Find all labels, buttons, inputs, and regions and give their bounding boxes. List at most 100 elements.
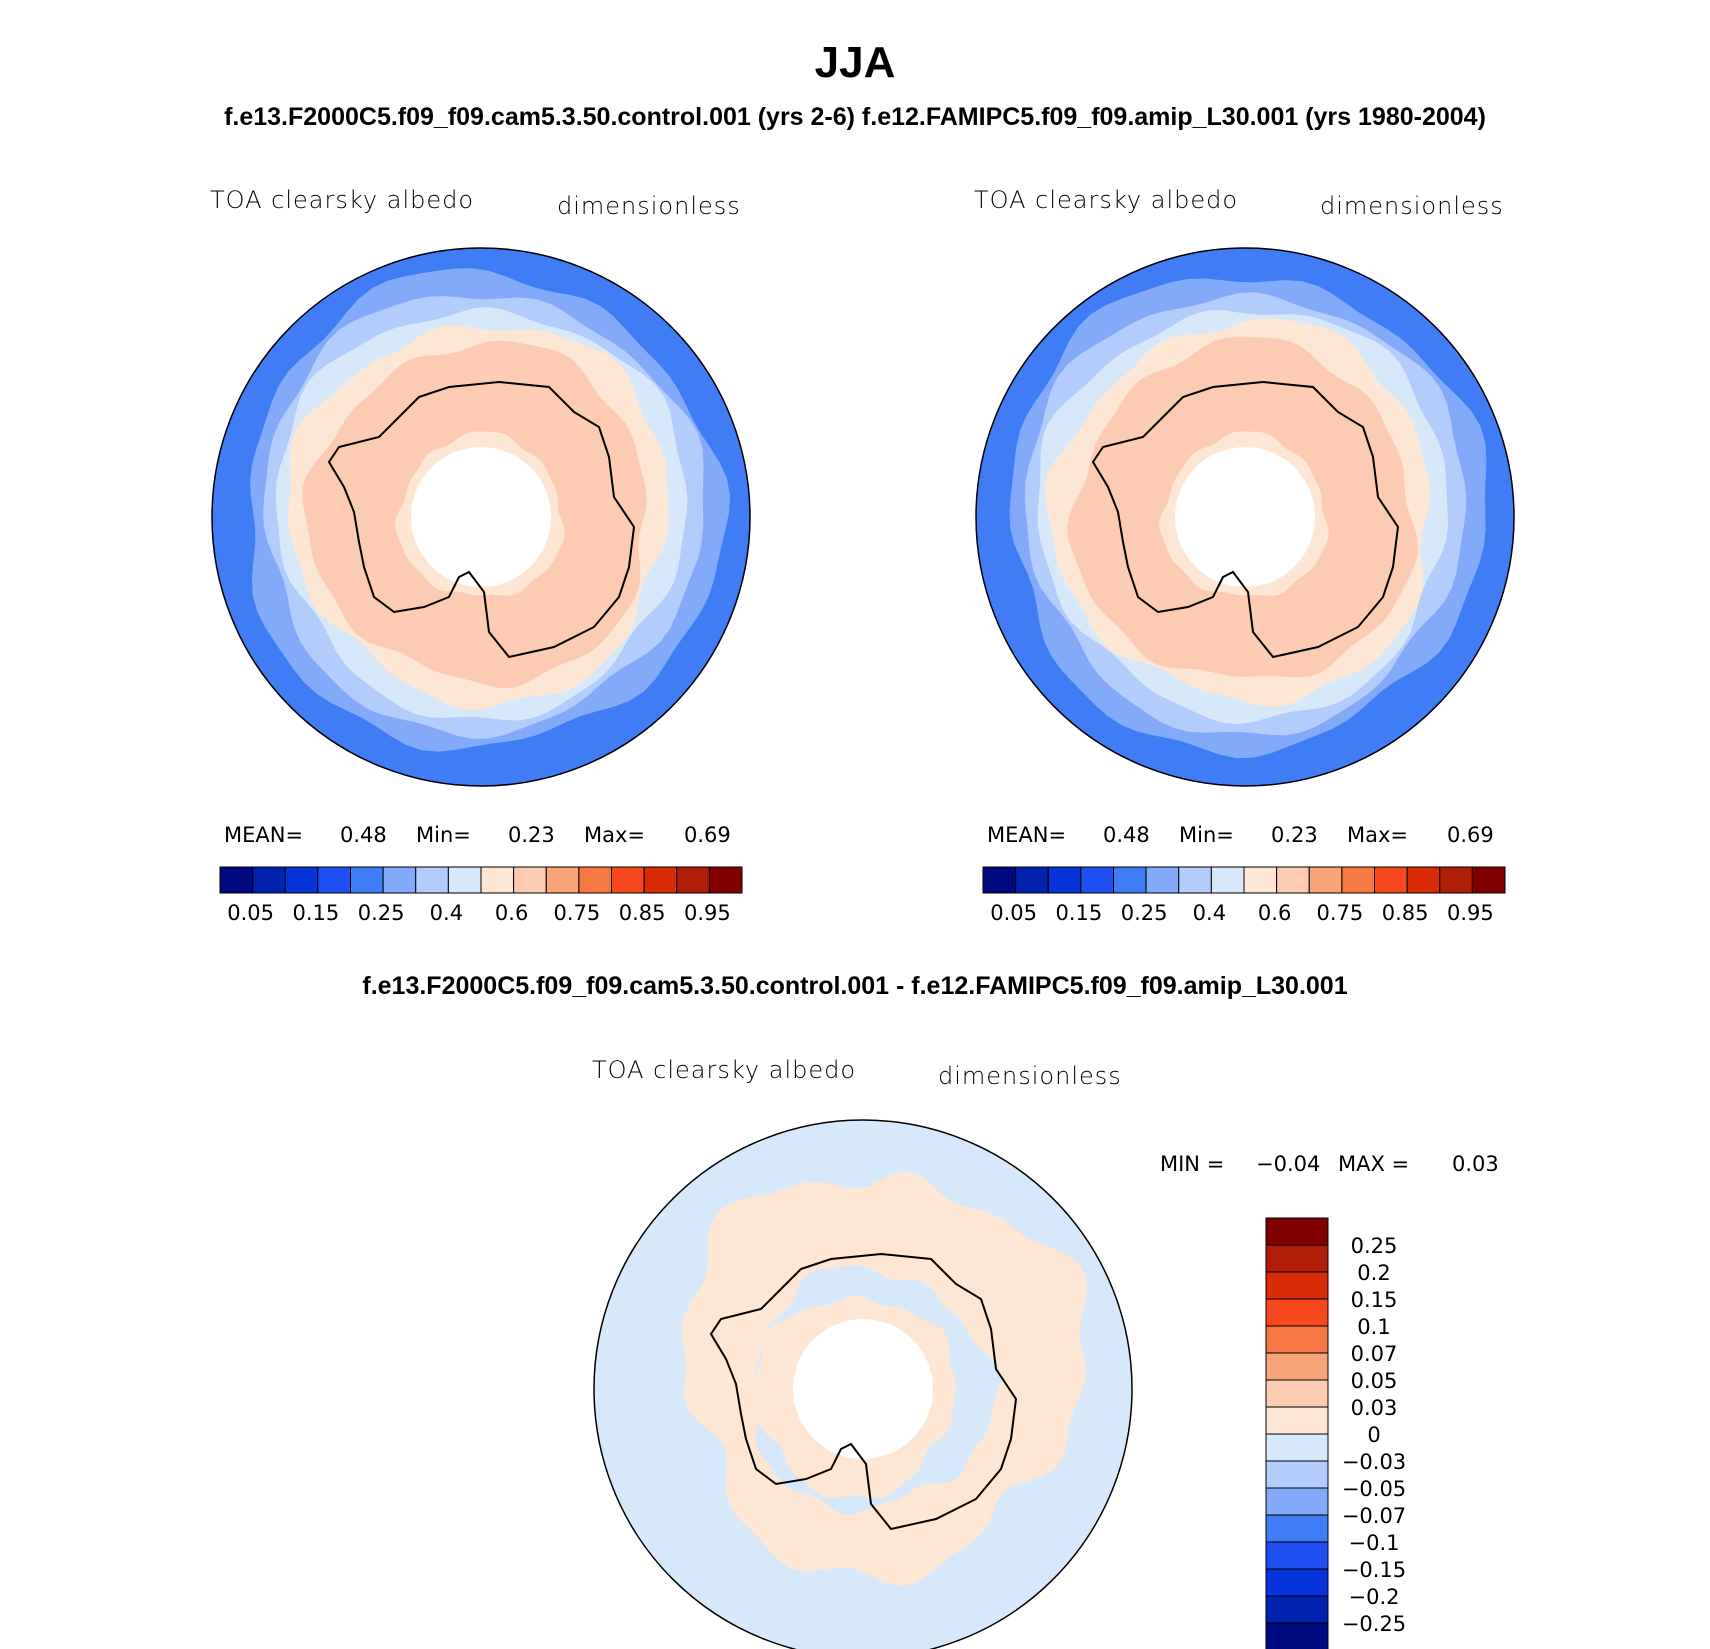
colorbar-cell (1145, 866, 1180, 894)
colorbar-tick-label: 0.95 (684, 901, 731, 925)
colorbar-cell (415, 866, 449, 894)
map-clip-group (976, 248, 1514, 786)
colorbar-tick-label: 0 (1367, 1423, 1380, 1447)
colorbar-cell (219, 866, 254, 894)
colorbar-tick-label: 0.05 (227, 901, 274, 925)
colorbar-tick-label: 0.4 (1193, 901, 1226, 925)
map-panel-1 (211, 247, 751, 787)
panel1-max-value: 0.69 (684, 823, 731, 847)
panel1-max-label: Max= (584, 823, 646, 847)
colorbar-tick-label: 0.6 (1258, 901, 1291, 925)
antarctica-coastline (709, 1252, 1018, 1531)
subtitle: f.e13.F2000C5.f09_f09.cam5.3.50.control.… (224, 103, 1486, 131)
colorbar-cell (317, 866, 351, 894)
panel2-mean-value: 0.48 (1103, 823, 1150, 847)
colorbar-tick-label: 0.85 (1382, 901, 1429, 925)
panel1-variable-label: TOA clearsky albedo (210, 186, 475, 214)
colorbar-tick-label: −0.15 (1342, 1558, 1406, 1582)
map-panel-difference (593, 1119, 1133, 1649)
panel2-min-value: 0.23 (1271, 823, 1318, 847)
panel2-min-label: Min= (1179, 823, 1234, 847)
colorbar-cell (643, 866, 678, 894)
map-border (211, 247, 751, 787)
map-clip-group (594, 1120, 1132, 1649)
colorbar-cell (1406, 866, 1441, 894)
colorbar-cell (1265, 1406, 1329, 1435)
map-border (593, 1119, 1133, 1649)
panel2-max-value: 0.69 (1447, 823, 1494, 847)
colorbar-cell (1265, 1595, 1329, 1624)
colorbar-cell (350, 866, 384, 894)
panel1-mean-label: MEAN= (224, 823, 304, 847)
colorbar-panel-2: 0.05 0.15 0.25 0.4 0.6 0.75 0.85 0.95 (982, 866, 1506, 925)
colorbar-cell (513, 866, 547, 894)
panel1-units-label: dimensionless (557, 192, 741, 220)
colorbar-cell (1210, 866, 1245, 894)
colorbar-tick-label: 0.4 (430, 901, 463, 925)
colorbar-panel-1: 0.05 0.15 0.25 0.4 0.6 0.75 0.85 0.95 (219, 866, 743, 925)
colorbar-cell (1080, 866, 1114, 894)
map-panel-2 (975, 247, 1515, 787)
diff-min-value: −0.04 (1256, 1152, 1321, 1176)
colorbar-tick-label: 0.05 (990, 901, 1037, 925)
colorbar-cell (1265, 1460, 1329, 1489)
colorbar-cell (1265, 1298, 1329, 1327)
panel1-min-label: Min= (416, 823, 471, 847)
colorbar-cell (1374, 866, 1408, 894)
colorbar-cell (1471, 866, 1506, 894)
diff-max-label: MAX = (1338, 1152, 1410, 1176)
diff-units-label: dimensionless (938, 1062, 1122, 1090)
antarctica-coastline (327, 380, 636, 659)
colorbar-tick-label: 0.07 (1351, 1342, 1398, 1366)
colorbar-cell (1265, 1487, 1329, 1516)
polar-gap (793, 1319, 933, 1459)
colorbar-cell (1265, 1325, 1329, 1354)
panel2-max-label: Max= (1347, 823, 1409, 847)
colorbar-cell (480, 866, 515, 894)
map-border (975, 247, 1515, 787)
colorbar-cell (676, 866, 710, 894)
map-clip-group (212, 248, 750, 786)
colorbar-cell (1265, 1379, 1329, 1408)
colorbar-tick-label: 0.95 (1447, 901, 1494, 925)
colorbar-cell (1265, 1217, 1329, 1246)
colorbar-tick-label: 0.25 (1351, 1234, 1398, 1258)
colorbar-tick-label: −0.07 (1342, 1504, 1406, 1528)
difference-title: f.e13.F2000C5.f09_f09.cam5.3.50.control.… (362, 972, 1348, 1000)
colorbar-tick-label: 0.6 (495, 901, 528, 925)
panel1-min-value: 0.23 (508, 823, 555, 847)
colorbar-cell (1439, 866, 1473, 894)
colorbar-cell (1265, 1622, 1329, 1649)
colorbar-tick-label: 0.05 (1351, 1369, 1398, 1393)
colorbar-tick-label: 0.15 (292, 901, 339, 925)
colorbar-cell (1178, 866, 1212, 894)
colorbar-cell (578, 866, 612, 894)
polar-gap (411, 447, 551, 587)
colorbar-tick-label: 0.75 (553, 901, 600, 925)
colorbar-tick-label: −0.1 (1349, 1531, 1400, 1555)
colorbar-tick-label: 0.25 (1121, 901, 1168, 925)
colorbar-cell (708, 866, 743, 894)
colorbar-cell (1265, 1244, 1329, 1273)
panel2-mean-label: MEAN= (987, 823, 1067, 847)
diff-variable-label: TOA clearsky albedo (592, 1056, 857, 1084)
polar-gap (1175, 447, 1315, 587)
colorbar-cell (1265, 1352, 1329, 1381)
colorbar-tick-label: 0.03 (1351, 1396, 1398, 1420)
colorbar-cell (1113, 866, 1147, 894)
panel1-mean-value: 0.48 (340, 823, 387, 847)
colorbar-cell (447, 866, 482, 894)
colorbar-difference: 0.25 0.2 0.15 0.1 0.07 0.05 0.03 0 −0.03 −0.05 −0.… (1265, 1217, 1406, 1649)
main-title: JJA (814, 38, 896, 87)
colorbar-cell (1015, 866, 1049, 894)
colorbar-cell (1276, 866, 1310, 894)
panel2-units-label: dimensionless (1320, 192, 1504, 220)
colorbar-cell (1265, 1514, 1329, 1543)
colorbar-cell (1047, 866, 1082, 894)
colorbar-tick-label: −0.25 (1342, 1612, 1406, 1636)
colorbar-cell (1308, 866, 1343, 894)
colorbar-cell (1265, 1271, 1329, 1300)
colorbar-cell (545, 866, 580, 894)
colorbar-cell (284, 866, 319, 894)
